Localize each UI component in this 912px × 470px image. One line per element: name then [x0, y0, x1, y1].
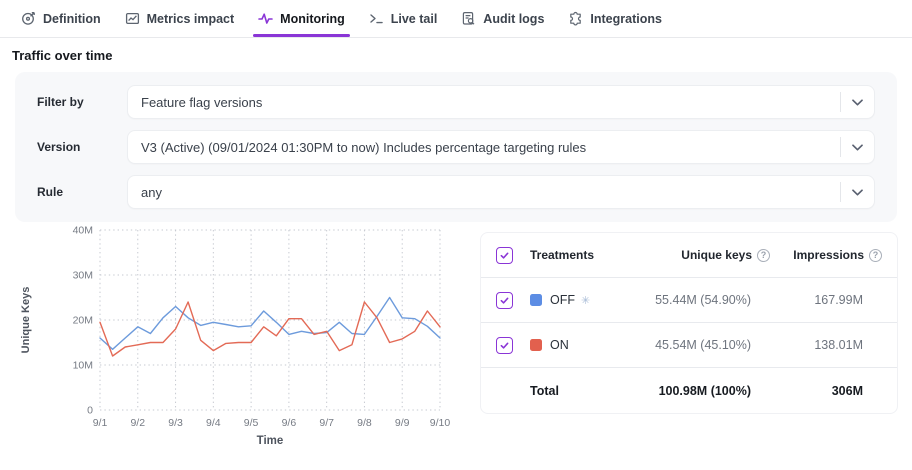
svg-text:40M: 40M — [73, 225, 93, 237]
select-divider — [840, 137, 841, 157]
help-icon[interactable]: ? — [869, 248, 882, 262]
tab-audit-logs[interactable]: Audit logs — [458, 0, 547, 37]
target-icon — [21, 11, 36, 26]
chevron-down-icon — [841, 98, 874, 106]
help-icon[interactable]: ? — [757, 248, 770, 262]
tab-live-tail[interactable]: Live tail — [366, 0, 441, 37]
tab-label: Metrics impact — [146, 11, 235, 26]
svg-text:Unique Keys: Unique Keys — [20, 287, 32, 354]
total-impressions: 306M — [831, 383, 863, 398]
tab-integrations[interactable]: Integrations — [565, 0, 665, 37]
chevron-down-icon — [841, 143, 874, 151]
svg-text:9/10: 9/10 — [430, 417, 451, 429]
unique-keys-value: 55.44M (54.90%) — [655, 293, 751, 307]
tab-label: Definition — [43, 11, 101, 26]
filter-by-select[interactable]: Feature flag versions — [127, 85, 875, 119]
tab-monitoring[interactable]: Monitoring — [253, 0, 350, 37]
table-header-row: Treatments Unique keys ? Impressions ? — [481, 233, 897, 278]
version-select[interactable]: V3 (Active) (09/01/2024 01:30PM to now) … — [127, 130, 875, 164]
filter-by-label: Filter by — [37, 95, 84, 109]
rule-label: Rule — [37, 185, 64, 199]
traffic-chart-svg: 0 10M 20M 30M 40M 9/1 9/2 9/3 9/4 9/5 9/6 9/7 9/8 9/9… — [20, 225, 451, 448]
line-chart-icon — [125, 11, 140, 26]
version-label: Version — [37, 140, 81, 154]
rule-select[interactable]: any — [127, 175, 875, 209]
select-divider — [840, 92, 841, 112]
tab-definition[interactable]: Definition — [18, 0, 104, 37]
default-treatment-icon: ✳ — [581, 294, 591, 307]
svg-text:30M: 30M — [73, 270, 93, 282]
svg-text:9/6: 9/6 — [282, 417, 297, 429]
select-all-checkbox[interactable] — [496, 246, 513, 264]
svg-text:10M: 10M — [73, 360, 93, 372]
puzzle-icon — [568, 11, 583, 26]
tab-label: Live tail — [390, 11, 438, 26]
version-value: V3 (Active) (09/01/2024 01:30PM to now) … — [141, 139, 587, 155]
rule-row: Rule any — [37, 175, 875, 209]
svg-text:9/5: 9/5 — [244, 417, 259, 429]
off-checkbox[interactable] — [496, 291, 513, 309]
svg-text:Time: Time — [257, 435, 284, 447]
table-row-on: ON 45.54M (45.10%) 138.01M — [481, 323, 897, 368]
page-title: Traffic over time — [12, 48, 113, 63]
filter-panel: Filter by Feature flag versions Version … — [15, 72, 897, 222]
version-row: Version V3 (Active) (09/01/2024 01:30PM … — [37, 130, 875, 164]
impressions-header: Impressions — [793, 248, 864, 262]
monitoring-content: 0 10M 20M 30M 40M 9/1 9/2 9/3 9/4 9/5 9/6 9/7 9/8 9/9… — [15, 222, 912, 450]
rule-value: any — [141, 184, 162, 200]
on-checkbox[interactable] — [496, 336, 513, 354]
tab-label: Integrations — [590, 11, 662, 26]
svg-text:9/8: 9/8 — [357, 417, 372, 429]
total-unique-keys: 100.98M (100%) — [658, 383, 751, 398]
select-divider — [840, 182, 841, 202]
filter-by-row: Filter by Feature flag versions — [37, 85, 875, 119]
pulse-icon — [258, 11, 273, 26]
unique-keys-header: Unique keys — [681, 248, 752, 262]
filter-by-value: Feature flag versions — [141, 94, 263, 110]
svg-text:9/4: 9/4 — [206, 417, 221, 429]
terminal-icon — [369, 11, 384, 26]
svg-text:9/3: 9/3 — [168, 417, 183, 429]
tab-label: Monitoring — [280, 11, 345, 26]
impressions-value: 138.01M — [814, 338, 863, 352]
off-swatch — [530, 294, 542, 306]
treatment-name: ON — [550, 338, 569, 352]
svg-text:9/9: 9/9 — [395, 417, 410, 429]
traffic-chart: 0 10M 20M 30M 40M 9/1 9/2 9/3 9/4 9/5 9/6 9/7 9/8 9/9… — [15, 218, 475, 450]
svg-text:9/1: 9/1 — [93, 417, 108, 429]
document-search-icon — [461, 11, 476, 26]
table-row-off: OFF ✳ 55.44M (54.90%) 167.99M — [481, 278, 897, 323]
treatment-name: OFF — [550, 293, 575, 307]
svg-text:9/2: 9/2 — [130, 417, 145, 429]
chevron-down-icon — [841, 188, 874, 196]
treatments-table: Treatments Unique keys ? Impressions ? O… — [480, 232, 898, 414]
unique-keys-value: 45.54M (45.10%) — [655, 338, 751, 352]
table-total-row: Total 100.98M (100%) 306M — [481, 368, 897, 413]
impressions-value: 167.99M — [814, 293, 863, 307]
on-swatch — [530, 339, 542, 351]
tab-label: Audit logs — [483, 11, 545, 26]
svg-text:9/7: 9/7 — [319, 417, 334, 429]
svg-text:0: 0 — [87, 405, 93, 417]
treatments-header: Treatments — [530, 248, 595, 262]
tab-bar: Definition Metrics impact Monitoring Liv… — [0, 0, 912, 38]
total-label: Total — [530, 383, 559, 398]
tab-metrics-impact[interactable]: Metrics impact — [122, 0, 238, 37]
svg-text:20M: 20M — [73, 315, 93, 327]
